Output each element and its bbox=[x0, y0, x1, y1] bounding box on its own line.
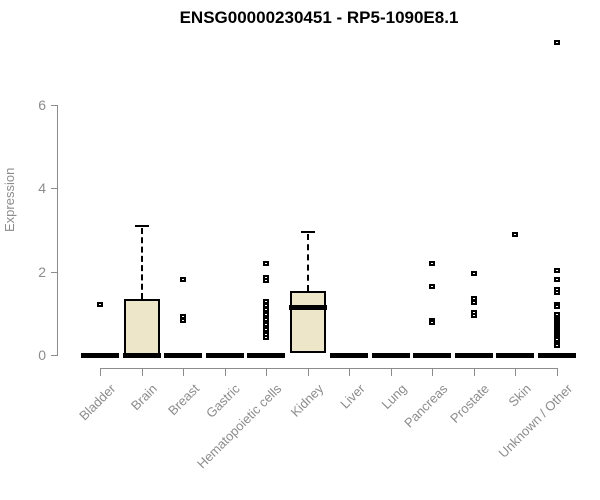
outlier-hematopoietic-cells-15 bbox=[263, 334, 270, 340]
outlier-pancreas-1 bbox=[429, 284, 436, 290]
x-tick-unknown-other bbox=[556, 369, 558, 376]
x-tick-label-pancreas: Pancreas bbox=[401, 381, 451, 431]
y-tick-4 bbox=[51, 188, 58, 190]
x-tick-label-breast: Breast bbox=[164, 381, 202, 419]
y-tick-2 bbox=[51, 271, 58, 273]
whisker-cap-brain bbox=[134, 224, 149, 227]
median-skin bbox=[496, 352, 535, 358]
outlier-hematopoietic-cells-2 bbox=[263, 278, 270, 284]
y-tick-label-2: 2 bbox=[38, 263, 46, 280]
outlier-hematopoietic-cells-4 bbox=[263, 303, 270, 309]
x-tick-hematopoietic-cells bbox=[266, 369, 268, 376]
whisker-brain bbox=[140, 227, 143, 300]
median-prostate bbox=[454, 352, 493, 358]
x-tick-label-gastric: Gastric bbox=[203, 381, 244, 421]
median-kidney bbox=[288, 305, 327, 311]
outlier-unknown-other-7 bbox=[553, 311, 560, 317]
outlier-unknown-other-2 bbox=[553, 276, 560, 282]
median-pancreas bbox=[413, 352, 452, 358]
outlier-prostate-4 bbox=[470, 313, 477, 319]
x-tick-label-brain: Brain bbox=[128, 381, 161, 414]
outlier-pancreas-0 bbox=[429, 260, 436, 266]
y-tick-6 bbox=[51, 104, 58, 106]
x-tick-label-liver: Liver bbox=[337, 381, 368, 412]
median-brain bbox=[122, 352, 161, 358]
x-tick-prostate bbox=[473, 369, 475, 376]
x-tick-label-skin: Skin bbox=[505, 381, 535, 410]
median-unknown-other bbox=[537, 352, 576, 358]
outlier-bladder-0 bbox=[97, 302, 103, 308]
outlier-unknown-other-4 bbox=[553, 289, 560, 295]
x-tick-gastric bbox=[224, 369, 226, 376]
outlier-hematopoietic-cells-0 bbox=[263, 260, 270, 266]
x-tick-liver bbox=[349, 369, 351, 376]
x-tick-brain bbox=[141, 369, 143, 376]
outlier-hematopoietic-cells-5 bbox=[263, 307, 270, 313]
x-axis-line bbox=[100, 368, 558, 369]
outlier-breast-2 bbox=[180, 318, 187, 324]
x-tick-label-lung: Lung bbox=[378, 381, 410, 413]
chart-title: ENSG00000230451 - RP5-1090E8.1 bbox=[179, 8, 459, 27]
box-kidney bbox=[289, 290, 326, 354]
x-tick-breast bbox=[183, 369, 185, 376]
x-tick-lung bbox=[390, 369, 392, 376]
x-tick-label-kidney: Kidney bbox=[287, 381, 327, 420]
outlier-pancreas-3 bbox=[429, 319, 436, 325]
x-tick-label-unknown-other: Unknown / Other bbox=[496, 381, 576, 461]
outlier-hematopoietic-cells-3 bbox=[263, 299, 270, 305]
outlier-unknown-other-1 bbox=[553, 267, 560, 273]
y-axis-line bbox=[57, 104, 58, 356]
x-tick-kidney bbox=[307, 369, 309, 376]
outlier-breast-0 bbox=[180, 276, 187, 282]
outlier-prostate-0 bbox=[470, 271, 477, 277]
outlier-unknown-other-21 bbox=[553, 343, 560, 349]
box-brain bbox=[123, 299, 160, 355]
whisker-cap-kidney bbox=[300, 230, 315, 233]
outlier-breast-1 bbox=[180, 314, 187, 320]
whisker-kidney bbox=[306, 233, 309, 291]
median-breast bbox=[164, 352, 203, 358]
x-tick-skin bbox=[515, 369, 517, 376]
median-gastric bbox=[205, 352, 244, 358]
median-lung bbox=[371, 352, 410, 358]
y-tick-label-0: 0 bbox=[38, 347, 46, 363]
median-bladder bbox=[81, 352, 119, 358]
outlier-unknown-other-0 bbox=[553, 39, 560, 45]
median-liver bbox=[330, 352, 369, 358]
y-tick-label-6: 6 bbox=[38, 96, 46, 113]
x-tick-label-bladder: Bladder bbox=[76, 381, 119, 424]
median-hematopoietic-cells bbox=[247, 352, 286, 358]
outlier-prostate-2 bbox=[470, 299, 477, 305]
x-tick-pancreas bbox=[432, 369, 434, 376]
x-tick-label-prostate: Prostate bbox=[447, 381, 493, 426]
x-tick-bladder bbox=[100, 369, 101, 376]
y-tick-0 bbox=[51, 355, 58, 356]
outlier-unknown-other-6 bbox=[553, 304, 560, 310]
outlier-skin-0 bbox=[512, 231, 519, 237]
y-tick-label-4: 4 bbox=[38, 180, 46, 197]
